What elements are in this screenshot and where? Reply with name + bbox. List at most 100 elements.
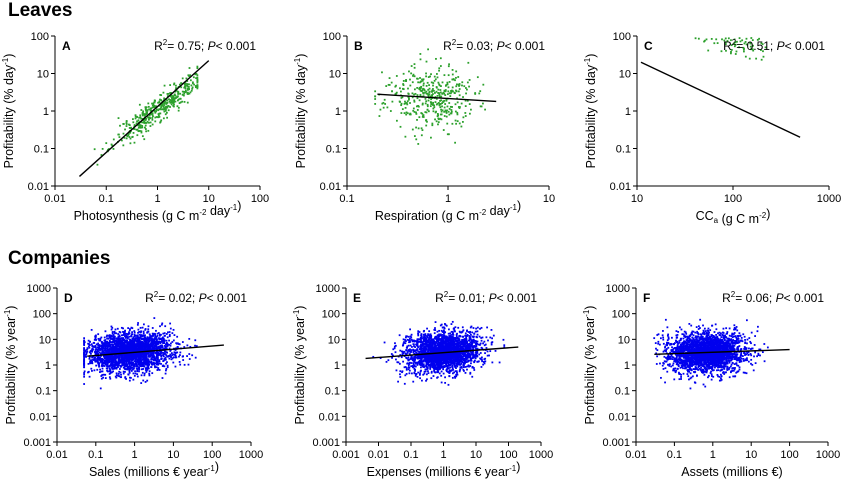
x-axis-label: Respiration (g C m-2 day-1) <box>375 199 521 223</box>
data-point <box>458 369 461 372</box>
data-point <box>125 334 128 337</box>
data-point <box>138 337 140 340</box>
data-point <box>451 122 454 125</box>
scatter-points <box>694 37 767 61</box>
x-tick-label: 1 <box>445 193 451 205</box>
data-point <box>446 81 449 84</box>
data-point <box>115 349 118 352</box>
data-point <box>87 339 90 342</box>
data-point <box>476 340 479 343</box>
data-point <box>400 90 402 93</box>
data-point <box>115 332 118 335</box>
data-point <box>160 352 163 354</box>
data-point <box>710 38 713 40</box>
data-point <box>426 335 429 337</box>
data-point <box>167 92 170 95</box>
data-point <box>108 365 111 368</box>
data-point <box>152 104 155 107</box>
y-tick-label: 0.01 <box>28 181 49 193</box>
data-point <box>442 372 445 375</box>
data-point <box>448 63 450 66</box>
data-point <box>122 349 125 351</box>
data-point <box>121 334 123 337</box>
data-point <box>124 128 126 131</box>
data-point <box>132 363 135 365</box>
data-point <box>180 86 183 89</box>
data-point <box>181 100 184 103</box>
data-point <box>432 110 435 113</box>
stat-annotation: R2= 0.03; P< 0.001 <box>443 38 545 53</box>
data-point <box>113 343 116 345</box>
data-point <box>153 349 156 351</box>
data-point <box>400 102 403 105</box>
data-point <box>85 353 88 356</box>
data-point <box>393 345 396 348</box>
data-point <box>91 348 93 351</box>
data-point <box>106 365 108 368</box>
data-point <box>107 356 109 359</box>
data-point <box>146 109 148 111</box>
data-point <box>447 371 449 373</box>
data-point <box>134 362 137 365</box>
data-point <box>149 125 152 127</box>
data-point <box>156 357 159 360</box>
data-point <box>130 345 133 348</box>
data-point <box>146 366 149 369</box>
data-point <box>143 359 146 362</box>
data-point <box>418 373 421 376</box>
data-point <box>83 383 86 385</box>
data-point <box>128 361 131 364</box>
data-point <box>136 368 139 371</box>
data-point <box>458 88 461 90</box>
data-point <box>138 348 141 351</box>
data-point <box>742 48 745 51</box>
data-point <box>743 42 746 45</box>
data-point <box>480 337 483 339</box>
data-point <box>481 336 484 339</box>
data-point <box>117 357 120 360</box>
data-point <box>156 358 159 361</box>
data-point <box>85 352 88 354</box>
data-point <box>726 40 729 42</box>
data-point <box>143 360 146 363</box>
data-point <box>456 336 459 339</box>
data-point <box>106 342 109 345</box>
data-point <box>440 118 443 121</box>
data-point <box>730 50 732 53</box>
data-point <box>169 92 172 94</box>
data-point <box>109 338 112 340</box>
data-point <box>100 344 103 347</box>
data-point <box>382 101 385 104</box>
data-point <box>421 361 423 364</box>
data-point <box>174 365 177 368</box>
data-point <box>114 361 117 364</box>
data-point <box>100 375 103 377</box>
data-point <box>83 339 86 342</box>
data-point <box>120 344 123 347</box>
data-point <box>433 106 436 109</box>
data-point <box>89 362 92 365</box>
data-point <box>465 87 467 89</box>
data-point <box>413 99 416 102</box>
data-point <box>125 341 128 343</box>
data-point <box>186 84 188 87</box>
data-point <box>122 343 125 345</box>
data-point <box>447 65 450 68</box>
data-point <box>140 109 143 111</box>
data-point <box>163 332 166 335</box>
data-point <box>174 100 177 103</box>
data-point <box>744 55 747 58</box>
data-point <box>387 83 390 86</box>
data-point <box>116 374 119 377</box>
data-point <box>446 338 448 341</box>
data-point <box>420 343 422 346</box>
x-tick-label: 0.1 <box>339 193 354 205</box>
data-point <box>388 84 391 86</box>
data-point <box>153 355 155 358</box>
data-point <box>456 111 459 114</box>
data-point <box>440 85 442 88</box>
data-point <box>166 351 168 354</box>
data-point <box>136 342 139 345</box>
data-point <box>138 370 140 373</box>
data-point <box>135 115 138 118</box>
